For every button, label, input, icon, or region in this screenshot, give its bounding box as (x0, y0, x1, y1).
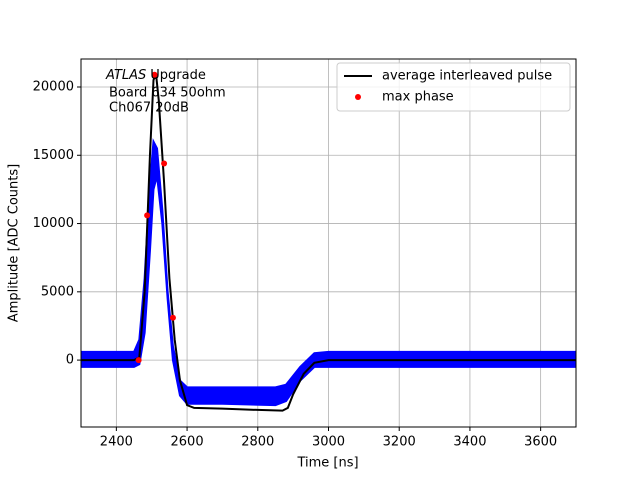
annotation-line: Board 634 50ohm (109, 86, 226, 101)
max-phase-point (135, 357, 142, 364)
average-line (81, 72, 576, 412)
max-phase-point (169, 314, 176, 321)
annotation-text: Upgrade (150, 68, 206, 83)
x-tick-label: 3400 (453, 435, 486, 450)
annotation-italic: ATLAS (105, 68, 146, 83)
x-tick-label: 3000 (312, 435, 345, 450)
plot-area (81, 71, 576, 412)
sample-band (81, 138, 576, 407)
legend-marker (355, 94, 361, 100)
axes-frame (80, 58, 577, 428)
y-tick-label: 5000 (41, 284, 74, 299)
y-tick-label: 10000 (33, 216, 74, 231)
x-axis-label: Time [ns] (296, 456, 358, 471)
x-tick-label: 2600 (171, 435, 204, 450)
max-phase-point (161, 160, 168, 167)
annotation: ATLAS Upgrade (105, 68, 206, 83)
legend-label: average interleaved pulse (382, 69, 552, 84)
legend-box (336, 62, 571, 112)
y-tick-label: 15000 (33, 148, 74, 163)
annotation-line: Ch067 20dB (109, 101, 189, 116)
legend-label: max phase (382, 90, 454, 105)
max-phase-point (144, 212, 151, 219)
y-tick-label: 0 (66, 353, 74, 368)
x-tick-label: 2400 (100, 435, 133, 450)
x-tick-label: 3600 (524, 435, 557, 450)
y-axis-label: Amplitude [ADC Counts] (7, 164, 22, 322)
x-tick-label: 3200 (383, 435, 416, 450)
y-tick-label: 20000 (33, 79, 74, 94)
max-phase-point (151, 71, 158, 78)
x-tick-label: 2800 (241, 435, 274, 450)
